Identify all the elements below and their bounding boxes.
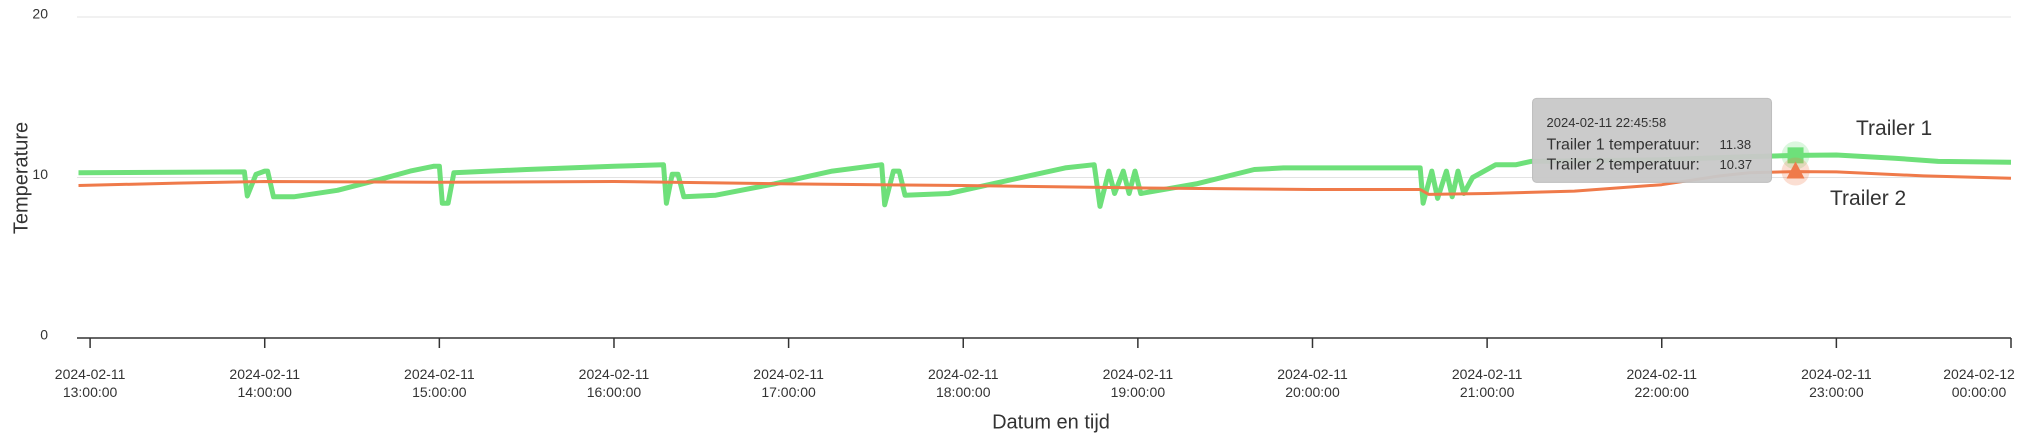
y-axis-title: Temperature [10,122,32,234]
tooltip-value: 10.37 [1720,157,1753,172]
series-line [78,152,2012,209]
hover-marker [1787,147,1804,164]
x-tick-label: 2024-02-11 21:00:00 [1451,366,1523,400]
tooltip-box [1532,97,1773,183]
tooltip-value: 11.38 [1720,137,1752,152]
x-tick-label: 2024-02-11 14:00:00 [229,366,300,400]
series-label: Trailer 2 [1830,187,1906,210]
tooltip: 2024-02-11 22:45:58 Trailer 1 temperatuur… [1532,97,1773,183]
y-tick-label: 10 [32,166,48,182]
x-axis-title: Datum en tijd [992,411,1110,433]
y-tick-label: 20 [32,6,48,22]
x-tick-label: 2024-02-12 00:00:00 [1943,366,2015,400]
tooltip-label: Trailer 2 temperatuur: [1547,157,1700,174]
x-tick-label: 2024-02-11 17:00:00 [753,366,824,400]
x-tick-label: 2024-02-11 16:00:00 [578,366,650,400]
x-tick-label: 2024-02-11 23:00:00 [1801,366,1872,400]
x-tick-label: 2024-02-11 13:00:00 [54,366,126,400]
x-tick-label: 2024-02-11 19:00:00 [1102,366,1174,400]
series-line [78,170,2012,196]
x-tick-label: 2024-02-11 18:00:00 [927,366,999,400]
x-tick-label: 2024-02-11 20:00:00 [1277,366,1348,400]
tooltip-label: Trailer 1 temperatuur: [1547,137,1700,154]
x-tick-label: 2024-02-11 22:00:00 [1626,366,1698,400]
hover-marker [1786,161,1805,179]
y-tick-label: 0 [40,327,48,343]
tooltip-time: 2024-02-11 22:45:58 [1547,115,1667,130]
x-tick-label: 2024-02-11 15:00:00 [404,366,475,400]
series-label: Trailer 1 [1856,117,1932,140]
